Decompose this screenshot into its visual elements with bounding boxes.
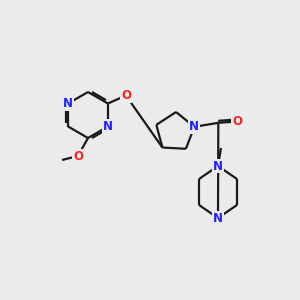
Text: N: N <box>103 120 113 133</box>
Text: O: O <box>121 89 131 102</box>
Text: N: N <box>213 160 223 172</box>
Text: N: N <box>63 97 73 110</box>
Text: O: O <box>73 149 83 163</box>
Text: N: N <box>189 120 199 133</box>
Text: O: O <box>232 115 242 128</box>
Text: N: N <box>213 212 223 224</box>
